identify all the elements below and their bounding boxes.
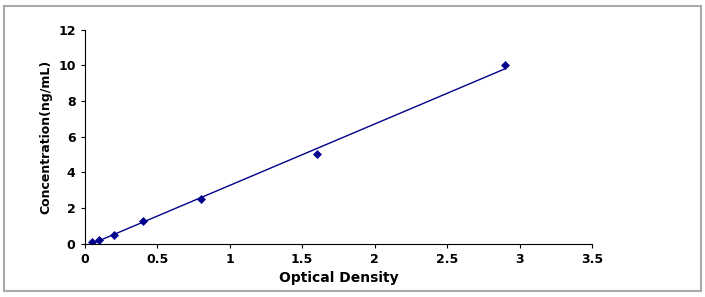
Y-axis label: Concentration(ng/mL): Concentration(ng/mL) [39,59,52,214]
X-axis label: Optical Density: Optical Density [278,271,398,285]
